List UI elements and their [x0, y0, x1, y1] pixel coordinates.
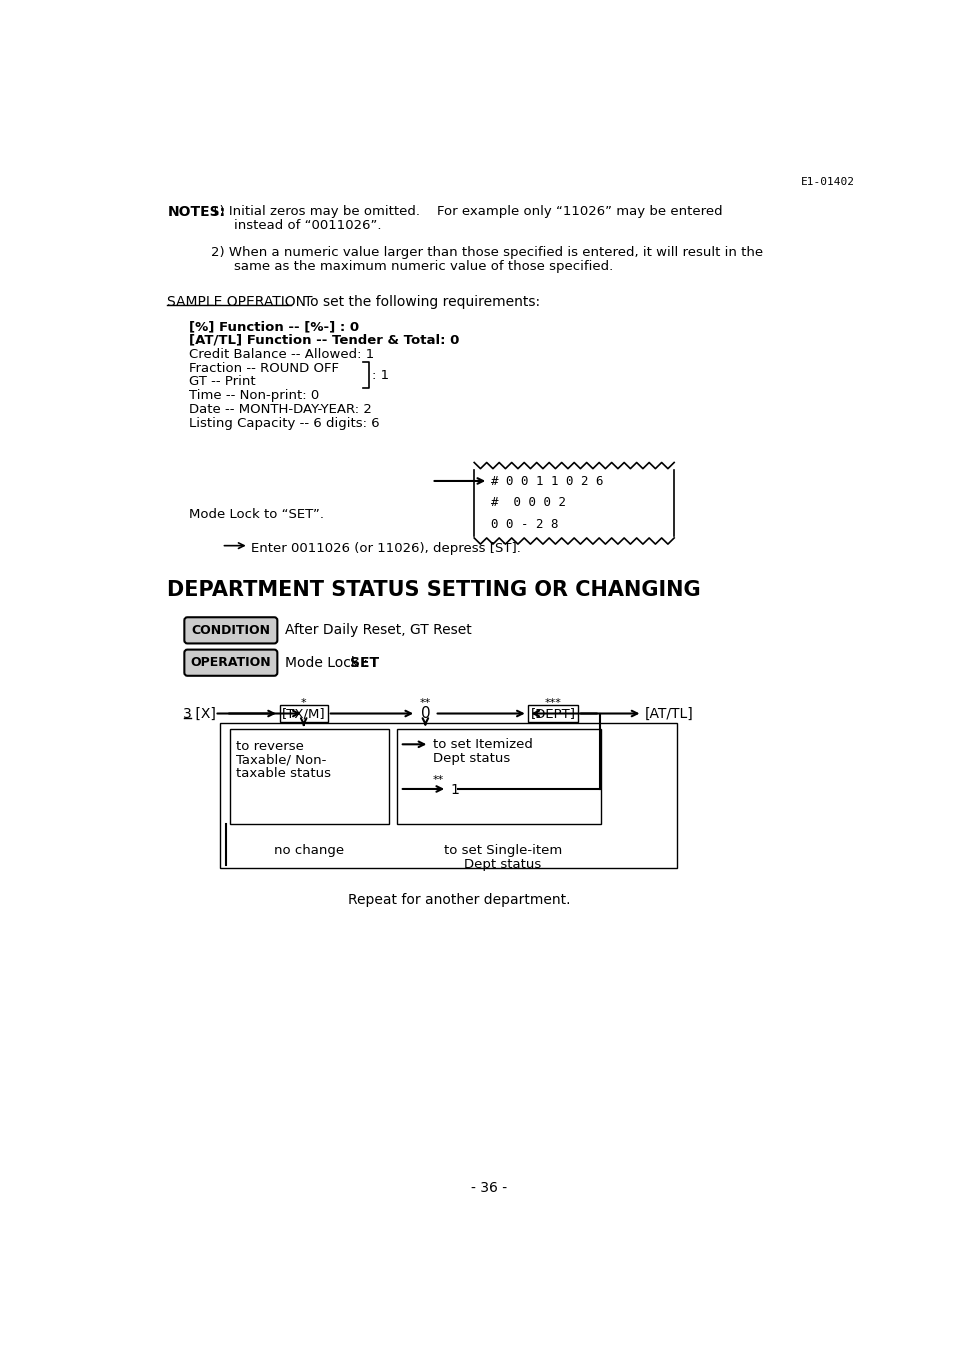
Text: *: * — [300, 698, 306, 708]
Bar — [220, 722, 677, 868]
Text: ***: *** — [544, 698, 561, 708]
Text: Repeat for another department.: Repeat for another department. — [348, 894, 570, 907]
Text: After Daily Reset, GT Reset: After Daily Reset, GT Reset — [285, 623, 472, 637]
Text: 0: 0 — [420, 706, 430, 721]
Text: [TX/M]: [TX/M] — [281, 708, 325, 720]
Text: Mode Lock :: Mode Lock : — [285, 656, 376, 669]
Text: CONDITION: CONDITION — [192, 623, 270, 637]
Text: 1) Initial zeros may be omitted.    For example only “11026” may be entered: 1) Initial zeros may be omitted. For exa… — [211, 205, 721, 219]
Text: #  0 0 0 2: # 0 0 0 2 — [491, 497, 566, 509]
Text: 3: 3 — [182, 706, 192, 721]
Text: Dept status: Dept status — [433, 752, 510, 765]
Text: [DEPT]: [DEPT] — [530, 708, 576, 720]
Text: [%] Function -- [%-] : 0: [%] Function -- [%-] : 0 — [189, 320, 358, 333]
Text: Fraction -- ROUND OFF: Fraction -- ROUND OFF — [189, 361, 338, 375]
Text: DEPARTMENT STATUS SETTING OR CHANGING: DEPARTMENT STATUS SETTING OR CHANGING — [167, 580, 700, 600]
Text: instead of “0011026”.: instead of “0011026”. — [233, 219, 381, 232]
Text: 1: 1 — [450, 782, 458, 797]
Text: Date -- MONTH-DAY-YEAR: 2: Date -- MONTH-DAY-YEAR: 2 — [189, 403, 372, 416]
Bar — [279, 705, 328, 722]
Text: taxable status: taxable status — [236, 767, 331, 781]
Text: - 36 -: - 36 - — [471, 1181, 506, 1195]
Text: 2) When a numeric value larger than those specified is entered, it will result i: 2) When a numeric value larger than thos… — [211, 246, 762, 259]
Text: SET: SET — [350, 656, 379, 669]
Text: # 0 0 1 1 0 2 6: # 0 0 1 1 0 2 6 — [491, 475, 603, 488]
Text: Taxable/ Non-: Taxable/ Non- — [236, 754, 326, 766]
Bar — [396, 729, 600, 824]
Text: Listing Capacity -- 6 digits: 6: Listing Capacity -- 6 digits: 6 — [189, 417, 379, 430]
Text: E1-01402: E1-01402 — [801, 177, 854, 187]
Text: SAMPLE OPERATION: SAMPLE OPERATION — [167, 296, 306, 310]
Text: Time -- Non-print: 0: Time -- Non-print: 0 — [189, 390, 319, 402]
Text: OPERATION: OPERATION — [191, 656, 271, 669]
Text: to reverse: to reverse — [236, 740, 304, 752]
Text: [AT/TL]: [AT/TL] — [644, 706, 693, 721]
Text: to set Itemized: to set Itemized — [433, 739, 533, 751]
Text: to set Single-item: to set Single-item — [443, 845, 561, 857]
Bar — [528, 705, 578, 722]
Text: To set the following requirements:: To set the following requirements: — [303, 296, 539, 310]
Text: Enter 0011026 (or 11026), depress [ST].: Enter 0011026 (or 11026), depress [ST]. — [251, 542, 520, 555]
Text: same as the maximum numeric value of those specified.: same as the maximum numeric value of tho… — [233, 259, 613, 273]
Text: no change: no change — [274, 845, 344, 857]
Text: : 1: : 1 — [372, 369, 389, 382]
Text: Credit Balance -- Allowed: 1: Credit Balance -- Allowed: 1 — [189, 348, 374, 361]
Text: GT -- Print: GT -- Print — [189, 375, 255, 388]
Text: 0 0 - 2 8: 0 0 - 2 8 — [491, 517, 558, 531]
FancyBboxPatch shape — [184, 649, 277, 676]
Text: Mode Lock to “SET”.: Mode Lock to “SET”. — [189, 508, 324, 521]
Text: NOTES:: NOTES: — [167, 205, 225, 219]
Bar — [230, 729, 389, 824]
Text: Dept status: Dept status — [464, 858, 541, 872]
Text: **: ** — [419, 698, 431, 708]
FancyBboxPatch shape — [184, 618, 277, 644]
Text: **: ** — [433, 775, 444, 785]
Text: [X]: [X] — [192, 706, 216, 721]
Text: [AT/TL] Function -- Tender & Total: 0: [AT/TL] Function -- Tender & Total: 0 — [189, 334, 459, 346]
